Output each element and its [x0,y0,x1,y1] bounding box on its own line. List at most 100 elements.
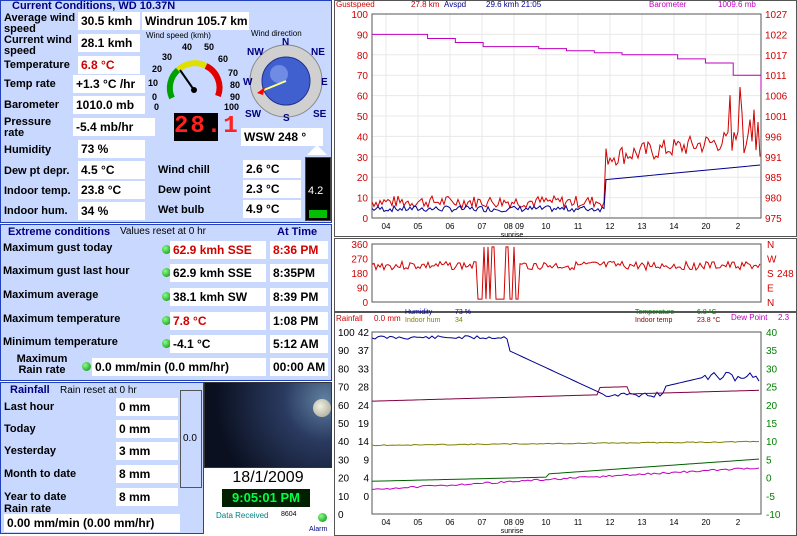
wind-direction-plot: 360 N 270 W 180 S 90 E 0 N 248 [351,240,794,309]
extreme-value: -4.1 °C [170,335,266,353]
left-tick-label: 70 [338,383,350,394]
left-tick-label: 80 [338,364,350,375]
date-display: 18/1/2009 [204,468,332,488]
extremes-title: Extreme conditions [8,226,111,238]
rain-rate-label: Rain rate [4,503,52,515]
x-tick-label: 10 [542,518,551,527]
extreme-value: 7.8 °C [170,312,266,330]
right-tick-label: 1006 [765,92,788,103]
temp-rate-label: Temp rate [4,78,56,90]
extreme-indicator-icon [162,316,171,325]
left-tick-label: 80 [357,51,369,62]
extreme-label: Maximum Rain rate [16,353,68,376]
svg-text:NW: NW [247,47,264,58]
uv-meter: 4.2 [305,157,331,221]
humidity-value: 73 % [78,140,145,158]
right-tick-label: 980 [765,194,782,205]
svg-text:50: 50 [204,42,214,52]
current-direction-label: 248 [777,269,794,280]
rain-label: Last hour [4,401,55,413]
alarm-indicator-icon[interactable] [318,513,327,522]
rainfall-title: Rainfall [10,384,50,396]
barometer-graph-value: 1009.6 mb [718,0,756,9]
barometer-label: Barometer [4,99,60,111]
left-tick-label: 360 [351,240,368,251]
extreme-time: 8:35PM [270,264,328,282]
right-tick-label: 15 [766,419,778,430]
x-tick-label: 14 [670,518,679,527]
x-tick-label: 2 [736,518,741,527]
svg-text:0: 0 [152,92,157,102]
cur-wind-value: 28.1 kmh [78,34,140,52]
right-tick-label: N [767,298,774,309]
indoor-temp-graph-value: 23.8 °C [697,317,721,324]
x-tick-label: 14 [670,222,679,231]
left-tick-label: 40 [338,437,350,448]
x-tick-label: 07 [478,518,487,527]
indoor-hum-graph-label: Indoor hum [405,317,441,324]
extreme-indicator-icon [162,339,171,348]
humidity-label: Humidity [4,144,52,156]
left-tick-label-2: 24 [358,401,370,412]
data-received-label: Data Received [216,511,269,520]
left-tick-label: 100 [338,328,355,339]
rain-label: Year to date [4,491,67,503]
right-tick-label: W [767,255,777,266]
sunrise-label: sunrise [501,232,524,237]
data-received-value: 8604 [281,511,297,518]
left-tick-label-2: 28 [358,383,370,394]
dew-depression-label: Dew pt depr. [4,165,70,177]
cur-wind-label: Current wind speed [4,34,72,57]
extreme-indicator-icon [162,292,171,301]
svg-text:30: 30 [162,52,172,62]
extreme-time: 8:36 PM [270,241,328,259]
right-tick-label: 20 [766,401,778,412]
left-tick-label: 30 [338,455,350,466]
right-tick-label: -10 [766,510,781,521]
temp-graph-label: Temperature [635,309,675,316]
wind-chill-value: 2.6 °C [243,160,301,178]
x-tick-label: 05 [414,518,423,527]
x-tick-label: 11 [574,222,583,231]
rain-value: 0 mm [116,398,178,416]
dew-depression-value: 4.5 °C [78,161,145,179]
left-tick-label-2: 4 [363,474,369,485]
extreme-indicator-icon [82,362,91,371]
right-tick-label: 1001 [765,112,788,123]
left-tick-label: 50 [338,419,350,430]
left-tick-label: 70 [357,71,369,82]
svg-text:SE: SE [313,109,327,120]
rain-value: 3 mm [116,442,178,460]
left-tick-label: 90 [338,346,350,357]
wind-speed-gauge: 40 50 30 60 20 70 10 80 0 90 0 100 [148,42,240,112]
indoor-temp-graph-label: Indoor temp [635,317,673,324]
temp-graph-value: 6.8 °C [697,309,717,316]
rain-label: Month to date [4,468,77,480]
x-tick-label: 13 [638,518,647,527]
sunrise-label: sunrise [501,528,524,535]
moon-icon [313,399,331,417]
x-tick-label: 06 [446,222,455,231]
right-tick-label: 25 [766,383,778,394]
current-conditions-title: Current Conditions, WD 10.37N [12,0,176,12]
rain-label: Yesterday [4,445,56,457]
extreme-time: 1:08 PM [270,312,328,330]
right-tick-label: 985 [765,173,782,184]
right-tick-label: -5 [766,492,775,503]
rainfall-graph-label: Rainfall [336,314,363,323]
x-tick-label: 11 [574,518,583,527]
right-tick-label: 40 [766,328,778,339]
x-tick-label: 04 [382,518,391,527]
left-tick-label: 50 [357,112,369,123]
svg-text:80: 80 [230,80,240,90]
left-tick-label-2: 42 [358,328,370,339]
x-tick-label: 06 [446,518,455,527]
sky-camera-image [204,382,332,468]
right-tick-label: 5 [766,455,772,466]
at-time-title: At Time [277,226,318,238]
svg-text:N: N [282,37,289,48]
rain-label: Today [4,423,36,435]
temperature-series [371,458,760,482]
indoor-hum-label: Indoor hum. [4,205,68,217]
